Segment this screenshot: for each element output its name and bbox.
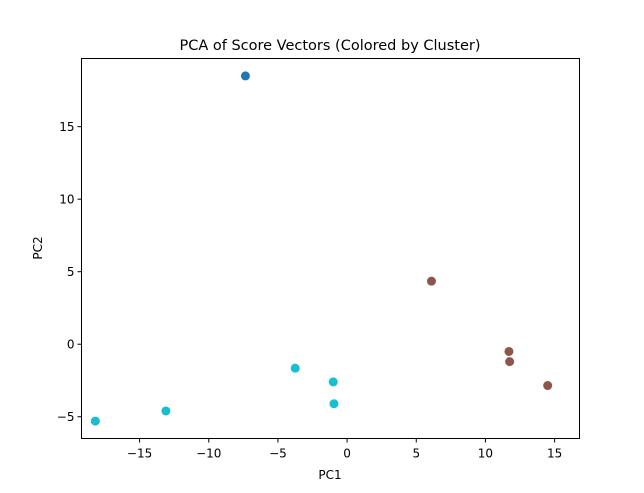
data-point (161, 406, 171, 416)
data-point (426, 276, 436, 286)
x-axis-ticks: −15 −10 −5 0 5 10 15 (127, 438, 562, 461)
x-tick-label: 10 (478, 447, 493, 461)
y-tick-label: 10 (59, 193, 74, 207)
data-point (240, 71, 250, 81)
y-tick-label: −5 (57, 410, 75, 424)
x-tick-label: −5 (269, 447, 287, 461)
x-tick-label: −15 (127, 447, 152, 461)
data-point (329, 399, 339, 409)
y-axis-ticks: −5 0 5 10 15 (57, 120, 82, 424)
y-axis-label: PC2 (31, 236, 45, 259)
data-points (90, 71, 553, 426)
y-tick-label: 0 (67, 338, 75, 352)
y-tick-label: 5 (67, 265, 75, 279)
x-tick-label: 0 (343, 447, 351, 461)
data-point (505, 357, 515, 367)
data-point (504, 346, 514, 356)
data-point (543, 381, 553, 391)
data-point (290, 363, 300, 373)
x-tick-label: 5 (412, 447, 420, 461)
x-axis-label: PC1 (318, 468, 341, 482)
data-point (328, 377, 338, 387)
y-tick-label: 15 (59, 120, 74, 134)
x-tick-label: −10 (196, 447, 221, 461)
data-point (90, 416, 100, 426)
chart-title: PCA of Score Vectors (Colored by Cluster… (179, 38, 480, 54)
plot-area (81, 58, 580, 439)
x-tick-label: 15 (547, 447, 562, 461)
